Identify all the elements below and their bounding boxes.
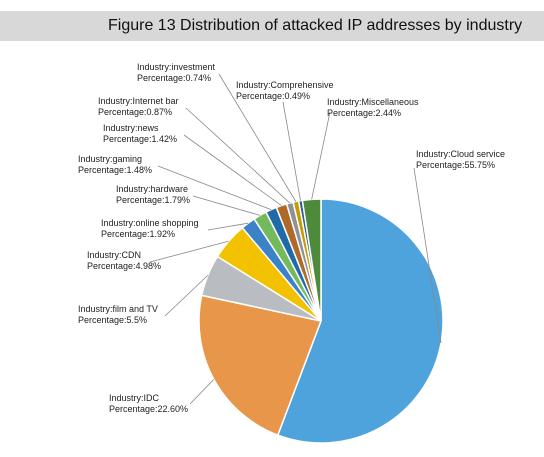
slice-label-industry: Industry:online shopping [101, 218, 199, 228]
slice-label-industry: Industry:CDN [87, 250, 141, 260]
leader-line [183, 134, 282, 206]
slice-label-percentage: Percentage:55.75% [416, 160, 495, 170]
chart-title-bar: Figure 13 Distribution of attacked IP ad… [0, 11, 544, 41]
slice-label-industry: Industry:film and TV [78, 304, 158, 314]
slice-label-percentage: Percentage:0.87% [98, 107, 172, 117]
leader-line [192, 195, 261, 216]
slice-label-percentage: Percentage:5.5% [78, 315, 147, 325]
leader-line [149, 240, 229, 263]
leader-line [189, 379, 215, 405]
slice-label: Industry:CDN Percentage:4.98% [87, 250, 161, 271]
leader-line [207, 222, 249, 231]
slice-label: Industry:news Percentage:1.42% [103, 123, 177, 144]
slice-label-industry: Industry:Cloud service [416, 149, 505, 159]
slice-label-percentage: Percentage:1.42% [103, 134, 177, 144]
slice-label-industry: Industry:news [103, 123, 159, 133]
slice-label-percentage: Percentage:1.79% [116, 195, 190, 205]
slice-label: Industry:online shopping Percentage:1.92% [101, 218, 199, 239]
slice-label: Industry:Comprehensive Percentage:0.49% [236, 80, 334, 101]
pie-slices [198, 198, 444, 444]
slice-label-percentage: Percentage:22.60% [109, 404, 188, 414]
slice-label-percentage: Percentage:4.98% [87, 261, 161, 271]
slice-label: Industry:hardware Percentage:1.79% [116, 184, 190, 205]
leader-line [413, 167, 442, 344]
slice-label-industry: Industry:Internet bar [98, 96, 179, 106]
leader-line [282, 101, 301, 201]
slice-label: Industry:film and TV Percentage:5.5% [78, 304, 158, 325]
slice-label: Industry:Cloud service Percentage:55.75% [416, 149, 505, 170]
slice-label-percentage: Percentage:1.48% [78, 165, 152, 175]
slice-label: Industry:gaming Percentage:1.48% [78, 154, 152, 175]
leader-line [185, 107, 291, 204]
slice-label-percentage: Percentage:1.92% [101, 229, 175, 239]
slice-label: Industry:IDC Percentage:22.60% [109, 393, 188, 414]
slice-label: Industry:Miscellaneous Percentage:2.44% [327, 97, 419, 118]
slice-label-industry: Industry:hardware [116, 184, 188, 194]
pie-slice [198, 294, 323, 437]
slice-label-percentage: Percentage:0.74% [137, 73, 211, 83]
slice-labels: Industry:Cloud service Percentage:55.75%I… [78, 62, 505, 414]
slice-label-industry: Industry:gaming [78, 154, 142, 164]
slice-label: Industry:investment Percentage:0.74% [137, 62, 216, 83]
slice-label-industry: Industry:investment [137, 62, 216, 72]
slice-label: Industry:Internet bar Percentage:0.87% [98, 96, 179, 117]
leader-lines [149, 73, 442, 405]
leader-line [157, 165, 272, 211]
slice-label-industry: Industry:Miscellaneous [327, 97, 419, 107]
leader-line [311, 111, 331, 200]
leader-line [218, 73, 297, 202]
slice-label-percentage: Percentage:2.44% [327, 108, 401, 118]
leader-line [164, 274, 209, 317]
slice-label-industry: Industry:IDC [109, 393, 160, 403]
chart-title: Figure 13 Distribution of attacked IP ad… [108, 17, 523, 34]
slice-label-industry: Industry:Comprehensive [236, 80, 334, 90]
slice-label-percentage: Percentage:0.49% [236, 91, 310, 101]
